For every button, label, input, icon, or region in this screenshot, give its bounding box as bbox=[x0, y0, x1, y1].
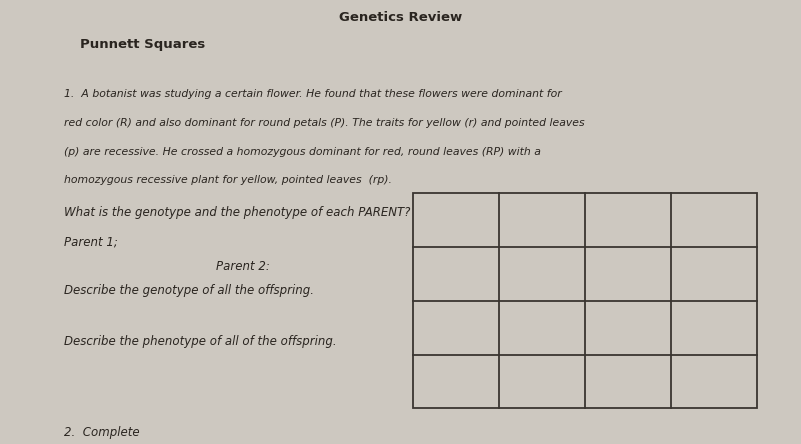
Text: 2.  Complete: 2. Complete bbox=[64, 426, 139, 439]
Text: Parent 1;: Parent 1; bbox=[64, 235, 118, 248]
Bar bbox=[413, 193, 757, 408]
Text: (p) are recessive. He crossed a homozygous dominant for red, round leaves (RP) w: (p) are recessive. He crossed a homozygo… bbox=[64, 147, 541, 157]
Text: homozygous recessive plant for yellow, pointed leaves  (rp).: homozygous recessive plant for yellow, p… bbox=[64, 175, 392, 186]
Text: Genetics Review: Genetics Review bbox=[339, 11, 462, 24]
Text: Describe the phenotype of all of the offspring.: Describe the phenotype of all of the off… bbox=[64, 335, 336, 348]
Text: Parent 2:: Parent 2: bbox=[216, 260, 270, 273]
Text: What is the genotype and the phenotype of each PARENT?: What is the genotype and the phenotype o… bbox=[64, 206, 410, 219]
Text: Describe the genotype of all the offspring.: Describe the genotype of all the offspri… bbox=[64, 284, 314, 297]
Text: Punnett Squares: Punnett Squares bbox=[80, 38, 205, 51]
Text: 1.  A botanist was studying a certain flower. He found that these flowers were d: 1. A botanist was studying a certain flo… bbox=[64, 89, 562, 99]
Text: red color (R) and also dominant for round petals (P). The traits for yellow (r) : red color (R) and also dominant for roun… bbox=[64, 118, 585, 128]
